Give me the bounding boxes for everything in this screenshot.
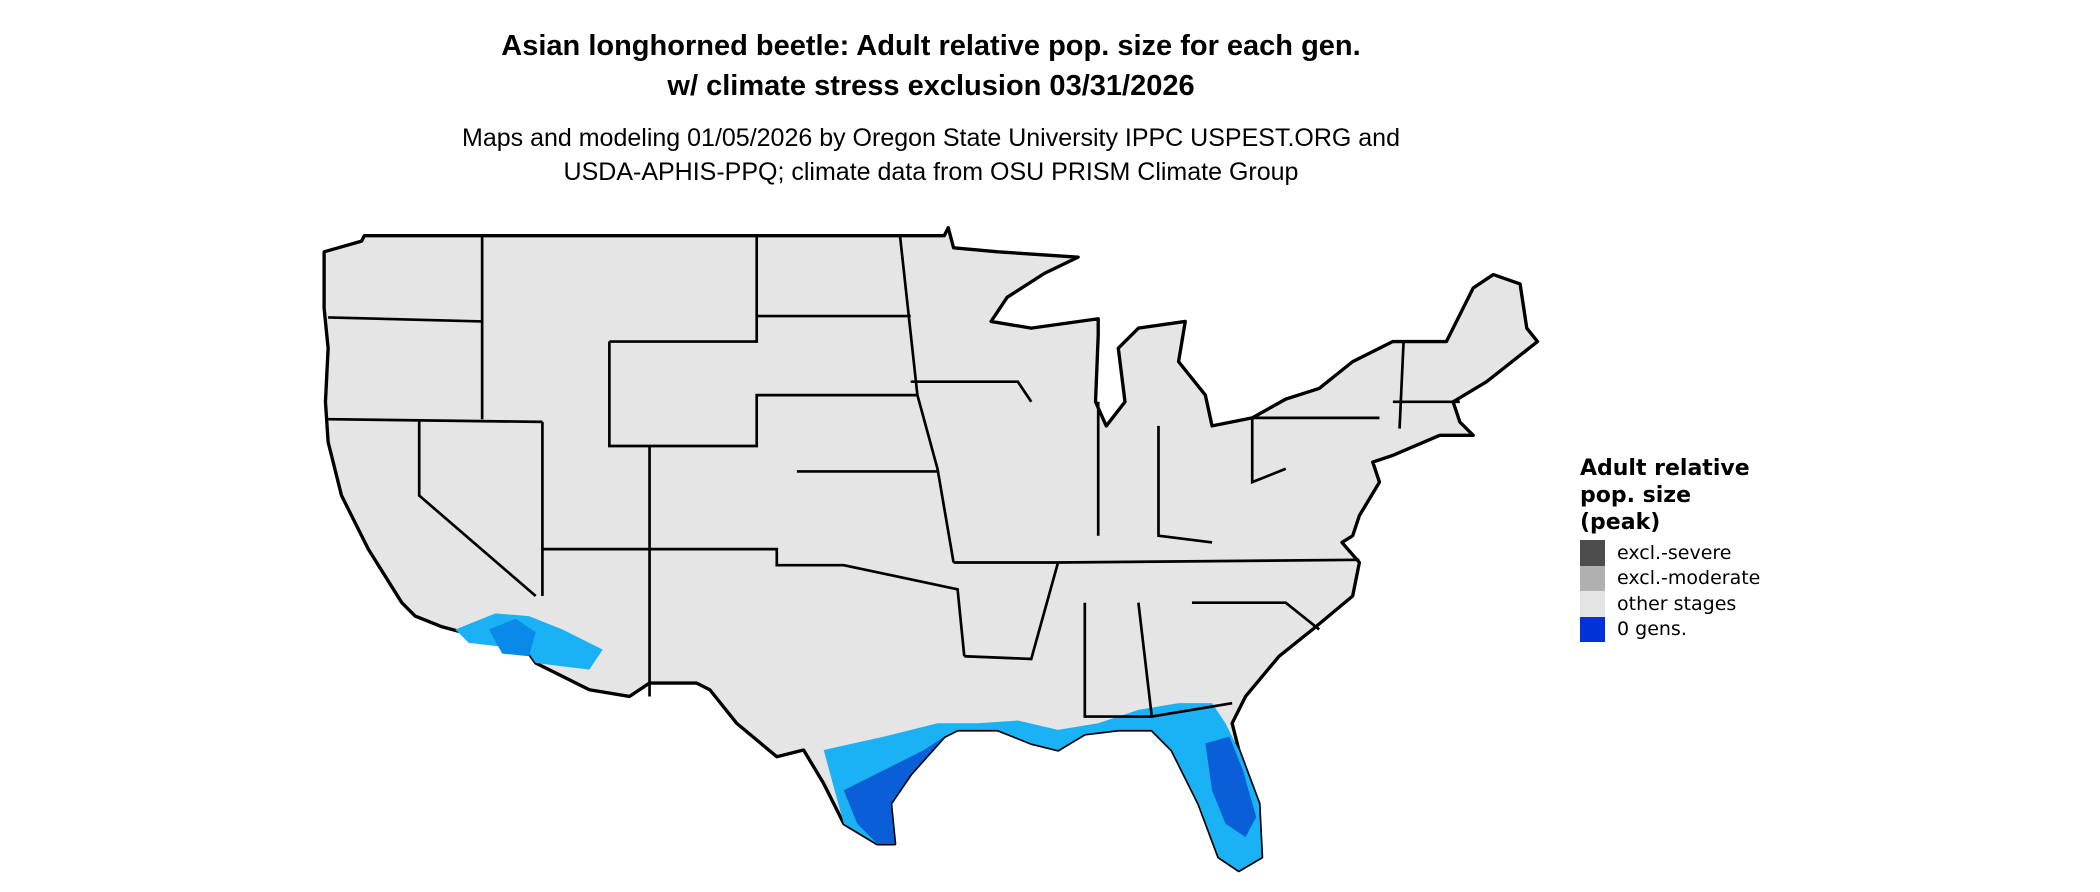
map-title-line1: Asian longhorned beetle: Adult relative … [501, 30, 1361, 62]
map-subtitle-line1: Maps and modeling 01/05/2026 by Oregon S… [462, 124, 1400, 152]
legend-label: other stages [1617, 592, 1737, 615]
legend-item-excl-severe: excl.-severe [1580, 540, 1760, 566]
legend-title-line: (peak) [1580, 510, 1661, 535]
legend-swatch [1580, 565, 1605, 591]
legend-title-line: pop. size [1580, 483, 1691, 508]
map-title-line2: w/ climate stress exclusion 03/31/2026 [667, 70, 1195, 102]
legend-title: Adult relative pop. size (peak) [1580, 455, 1760, 536]
legend-item-0-gens: 0 gens. [1580, 616, 1760, 642]
population-blue-regions [455, 613, 1262, 871]
southwest-mid-blue [488, 618, 536, 657]
legend-swatch [1580, 591, 1605, 617]
legend-item-other-stages: other stages [1580, 591, 1760, 617]
map-subtitle-line2: USDA-APHIS-PPQ; climate data from OSU PR… [563, 158, 1299, 186]
legend-item-excl-moderate: excl.-moderate [1580, 565, 1761, 591]
legend-label: excl.-moderate [1617, 567, 1761, 590]
legend-label: excl.-severe [1617, 541, 1732, 564]
florida-dark-blue [1205, 736, 1257, 838]
legend-swatch [1580, 616, 1605, 642]
legend: Adult relative pop. size (peak) excl.-se… [1580, 455, 1760, 642]
state-borders [328, 235, 1460, 718]
legend-swatch [1580, 540, 1605, 566]
texas-dark-blue [843, 736, 945, 844]
legend-label: 0 gens. [1617, 618, 1687, 641]
legend-title-line: Adult relative [1580, 456, 1750, 481]
us-land [322, 226, 1540, 873]
